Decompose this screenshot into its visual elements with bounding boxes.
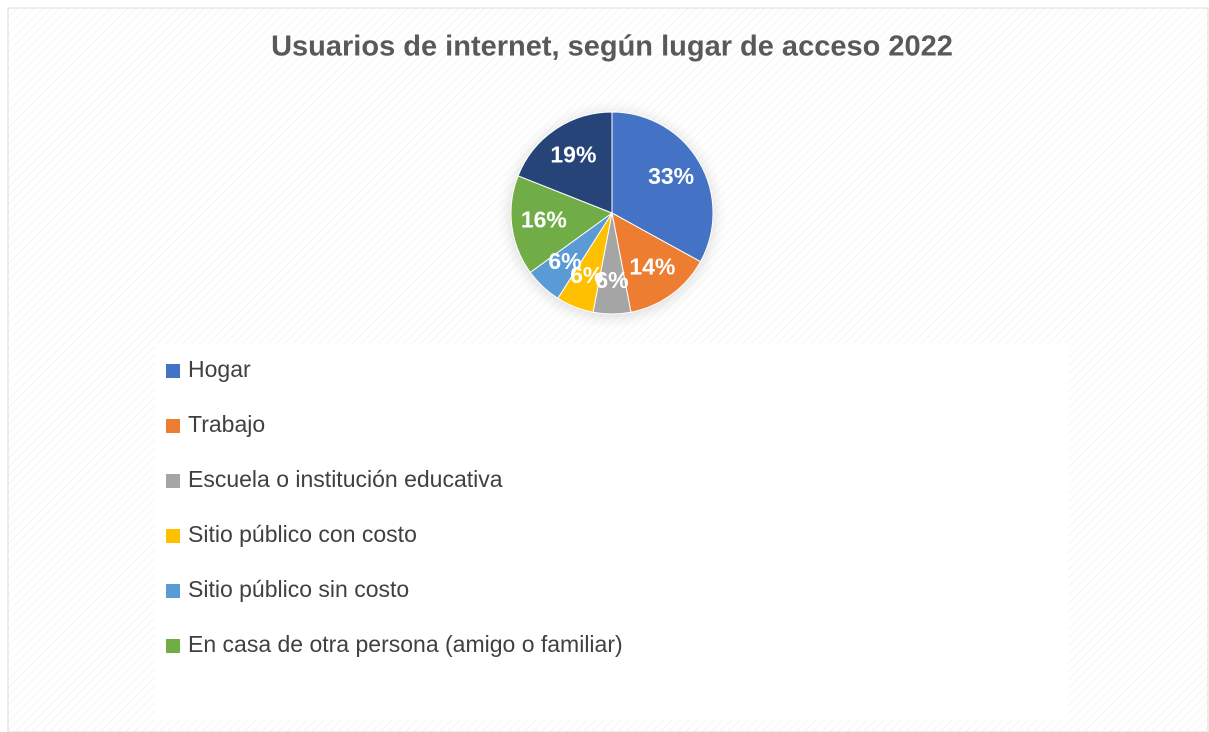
legend-label: Trabajo: [188, 411, 265, 437]
pie-slice: [510, 175, 614, 274]
pie-slice: [611, 111, 714, 263]
legend-swatch: [166, 584, 180, 598]
data-label: 16%: [521, 207, 567, 233]
legend-label: Escuela o institución educativa: [188, 466, 503, 492]
legend-label: Hogar: [188, 356, 251, 382]
legend-swatch: [166, 639, 180, 653]
legend-swatch: [166, 529, 180, 543]
pie-slice: [517, 111, 613, 214]
data-label: 33%: [648, 163, 694, 189]
chart-title: Usuarios de internet, según lugar de acc…: [271, 31, 953, 63]
data-label: 6%: [548, 248, 581, 274]
data-label: 6%: [570, 262, 603, 288]
legend-swatch: [166, 419, 180, 433]
legend-box: [155, 343, 1068, 720]
data-label: 6%: [595, 267, 628, 293]
legend-swatch: [166, 474, 180, 488]
legend-swatch: [166, 364, 180, 378]
data-label: 19%: [550, 141, 596, 167]
data-label: 14%: [629, 254, 675, 280]
legend-label: Sitio público con costo: [188, 521, 417, 547]
legend-label: En casa de otra persona (amigo o familia…: [188, 631, 623, 657]
legend-label: Sitio público sin costo: [188, 576, 409, 602]
pie-slice: [611, 212, 702, 313]
